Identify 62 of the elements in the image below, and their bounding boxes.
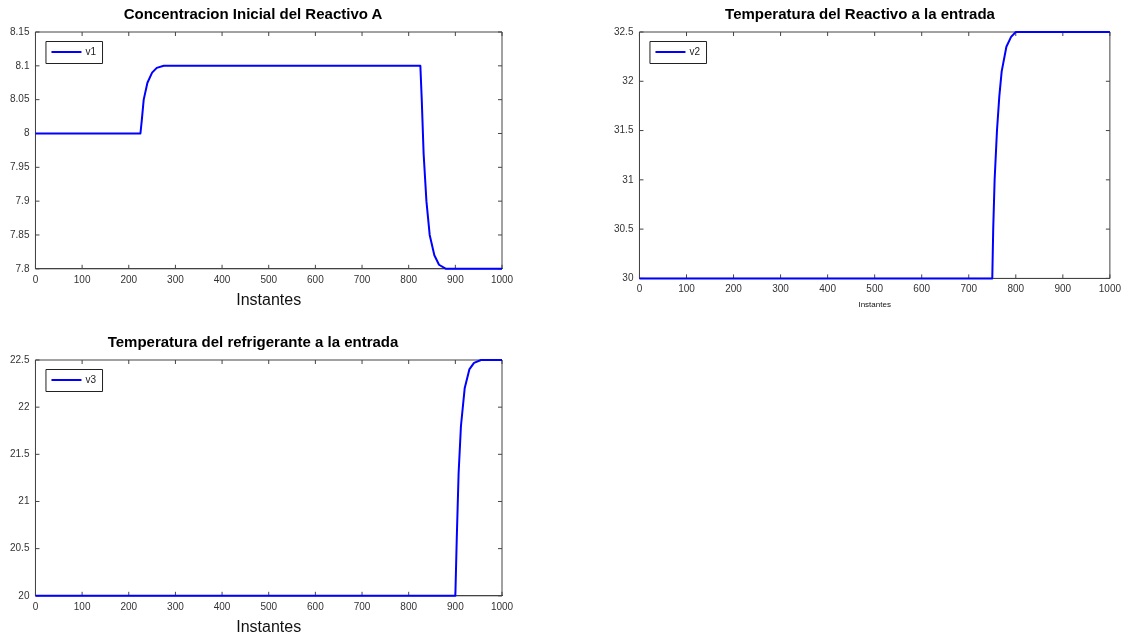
y-tick-label: 31 <box>622 173 634 185</box>
x-tick-label: 200 <box>120 273 138 285</box>
x-tick-label: 600 <box>913 283 931 295</box>
x-tick-label: 1000 <box>490 273 514 285</box>
x-tick-label: 700 <box>353 273 371 285</box>
x-axis-title: Instantes <box>858 300 891 310</box>
chart-title: Temperatura del Reactivo a la entrada <box>725 5 996 23</box>
x-tick-label: 300 <box>772 283 790 295</box>
y-tick-label: 8.15 <box>9 25 30 37</box>
y-tick-label: 32 <box>622 75 634 87</box>
y-tick-label: 8.1 <box>15 59 30 71</box>
x-tick-label: 700 <box>353 600 371 612</box>
chart-title: Temperatura del refrigerante a la entrada <box>107 333 399 351</box>
x-tick-label: 400 <box>213 273 231 285</box>
x-tick-label: 800 <box>1007 283 1025 295</box>
x-tick-label: 100 <box>73 600 91 612</box>
x-tick-label: 200 <box>120 600 138 612</box>
x-tick-label: 500 <box>260 273 278 285</box>
x-tick-label: 900 <box>447 273 465 285</box>
y-tick-label: 7.95 <box>9 161 30 173</box>
y-tick-label: 31.5 <box>613 124 634 136</box>
x-tick-label: 500 <box>260 600 278 612</box>
y-tick-label: 20 <box>18 589 30 601</box>
y-tick-label: 8.05 <box>9 93 30 105</box>
x-tick-label: 900 <box>447 600 465 612</box>
x-tick-label: 100 <box>73 273 91 285</box>
x-tick-label: 600 <box>307 273 325 285</box>
chart-title: Concentracion Inicial del Reactivo A <box>123 5 383 23</box>
x-tick-label: 300 <box>167 600 185 612</box>
x-tick-label: 300 <box>167 273 185 285</box>
y-tick-label: 7.85 <box>9 228 30 240</box>
x-tick-label: 600 <box>307 600 325 612</box>
y-tick-label: 21.5 <box>9 448 30 460</box>
x-tick-label: 800 <box>400 273 418 285</box>
legend-label: v2 <box>689 45 701 57</box>
legend-label: v1 <box>85 45 97 57</box>
y-tick-label: 7.8 <box>15 262 30 274</box>
legend-label: v3 <box>85 373 97 385</box>
y-tick-label: 7.9 <box>15 194 30 206</box>
y-tick-label: 32.5 <box>613 25 634 37</box>
x-tick-label: 1000 <box>490 600 514 612</box>
x-axis-title: Instantes <box>236 617 302 635</box>
y-tick-label: 30.5 <box>613 222 634 234</box>
y-tick-label: 22 <box>18 400 30 412</box>
x-tick-label: 400 <box>213 600 231 612</box>
x-tick-label: 0 <box>636 283 643 295</box>
x-axis-title: Instantes <box>236 290 302 308</box>
x-tick-label: 0 <box>32 600 39 612</box>
y-tick-label: 8 <box>23 127 30 139</box>
x-tick-label: 500 <box>866 283 884 295</box>
x-tick-label: 1000 <box>1098 283 1122 295</box>
x-tick-label: 700 <box>960 283 978 295</box>
x-tick-label: 0 <box>32 273 39 285</box>
y-tick-label: 21 <box>18 495 30 507</box>
x-tick-label: 900 <box>1054 283 1072 295</box>
y-tick-label: 30 <box>622 272 634 284</box>
x-tick-label: 200 <box>725 283 743 295</box>
y-tick-label: 22.5 <box>9 353 30 365</box>
y-tick-label: 20.5 <box>9 542 30 554</box>
x-tick-label: 800 <box>400 600 418 612</box>
x-tick-label: 100 <box>678 283 696 295</box>
x-tick-label: 400 <box>819 283 837 295</box>
